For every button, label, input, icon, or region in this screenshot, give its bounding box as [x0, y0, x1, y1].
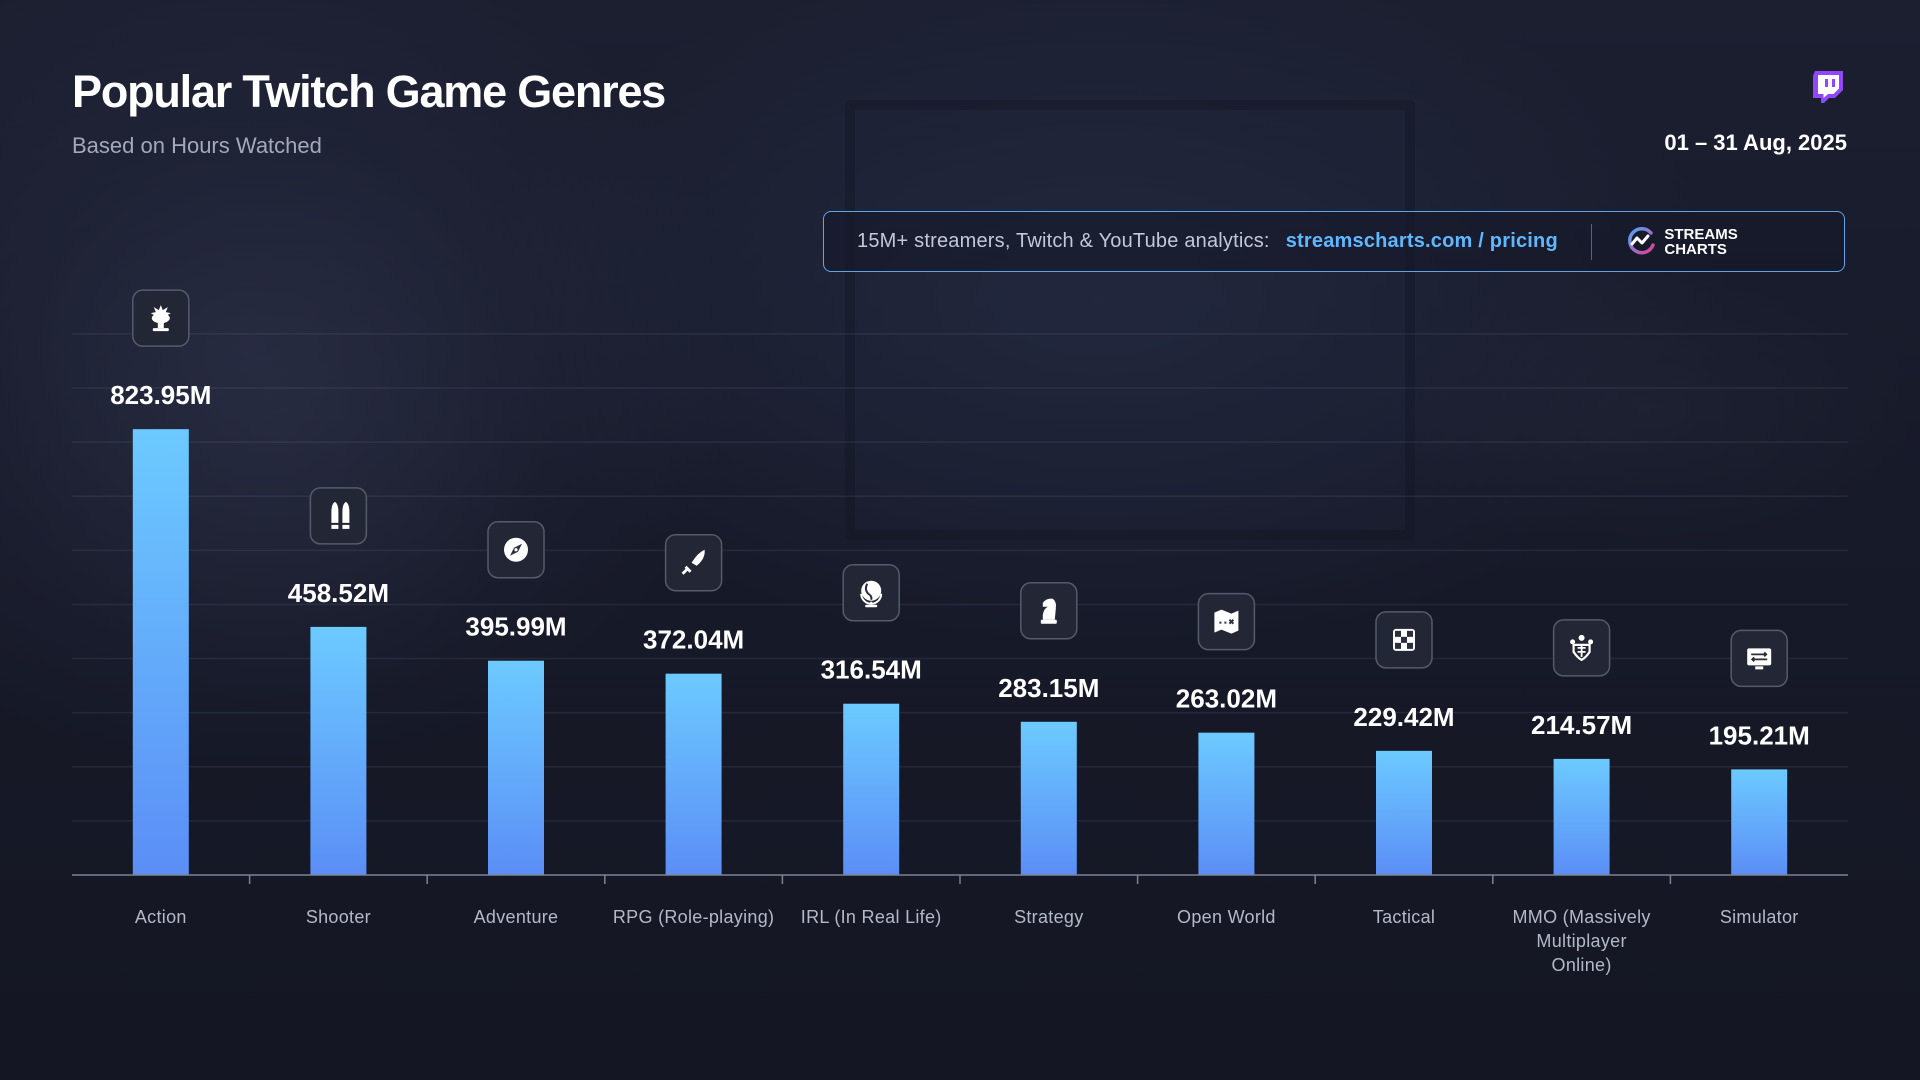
category-label: MMO (Massively	[1512, 907, 1650, 927]
category-label: Open World	[1177, 907, 1276, 927]
category-icons	[132, 289, 1788, 688]
date-range: 01 – 31 Aug, 2025	[1664, 130, 1847, 155]
value-label: 229.42M	[1353, 702, 1454, 732]
bar-6[interactable]	[1198, 732, 1255, 875]
streams-charts-wordmark: STREAMS CHARTS	[1664, 227, 1737, 257]
category-label: Shooter	[306, 907, 371, 927]
page-title: Popular Twitch Game Genres	[72, 66, 666, 117]
value-labels: 823.95M 458.52M 395.99M 372.04M 316.54M 283.1…	[110, 380, 1810, 750]
category-label: Multiplayer	[1536, 931, 1626, 951]
brand-line-1: STREAMS	[1664, 225, 1738, 243]
value-label: 395.99M	[465, 612, 566, 642]
x-axis	[72, 874, 1848, 884]
category-labels: Action Shooter Adventure RPG (Role-playing)…	[135, 907, 1799, 975]
promo-divider	[1590, 223, 1593, 260]
value-label: 458.52M	[288, 578, 389, 608]
category-label: Adventure	[474, 907, 559, 927]
value-label: 823.95M	[110, 380, 211, 410]
bar-8[interactable]	[1553, 758, 1610, 875]
value-label: 214.57M	[1531, 710, 1632, 740]
bullets-icon	[309, 487, 368, 545]
value-label: 195.21M	[1709, 720, 1810, 750]
bar-5[interactable]	[1020, 721, 1077, 875]
category-label: Strategy	[1014, 907, 1083, 927]
bar-9[interactable]	[1731, 769, 1788, 875]
value-label: 316.54M	[821, 655, 922, 685]
bar-1[interactable]	[310, 626, 367, 875]
bars	[132, 429, 1788, 875]
value-label: 263.02M	[1176, 684, 1277, 714]
promo-link[interactable]: streamscharts.com / pricing	[1285, 230, 1558, 252]
category-label: RPG (Role-playing)	[613, 907, 774, 927]
grid-lines	[72, 333, 1848, 822]
promo-banner[interactable]: 15M+ streamers, Twitch & YouTube analyti…	[823, 211, 1845, 272]
bar-7[interactable]	[1376, 750, 1432, 875]
dice-icon	[1375, 611, 1433, 669]
bar-0[interactable]	[132, 429, 189, 875]
simulator-screen-icon	[1730, 629, 1788, 688]
streams-charts-logo: STREAMS CHARTS	[1624, 225, 1738, 259]
category-label: Simulator	[1720, 907, 1799, 927]
bar-3[interactable]	[665, 673, 722, 875]
explosion-icon	[132, 289, 190, 347]
category-label: IRL (In Real Life)	[801, 907, 942, 927]
category-label: Tactical	[1373, 907, 1435, 927]
value-label: 372.04M	[643, 625, 744, 655]
bar-2[interactable]	[488, 660, 544, 875]
brand-line-2: CHARTS	[1664, 240, 1727, 258]
globe-icon	[842, 563, 900, 622]
value-label: 283.15M	[998, 673, 1099, 703]
sword-icon	[664, 533, 723, 592]
twitch-logo-icon	[1813, 71, 1843, 103]
streams-charts-logo-icon	[1628, 226, 1656, 254]
bar-4[interactable]	[843, 703, 900, 875]
promo-text: 15M+ streamers, Twitch & YouTube analyti…	[857, 230, 1270, 252]
page-subtitle: Based on Hours Watched	[72, 133, 322, 158]
compass-icon	[487, 520, 545, 579]
treasure-map-icon	[1197, 592, 1256, 651]
chess-knight-icon	[1020, 582, 1078, 640]
category-label: Action	[135, 907, 187, 927]
guild-crest-icon	[1552, 619, 1611, 677]
category-label: Online)	[1552, 955, 1612, 975]
